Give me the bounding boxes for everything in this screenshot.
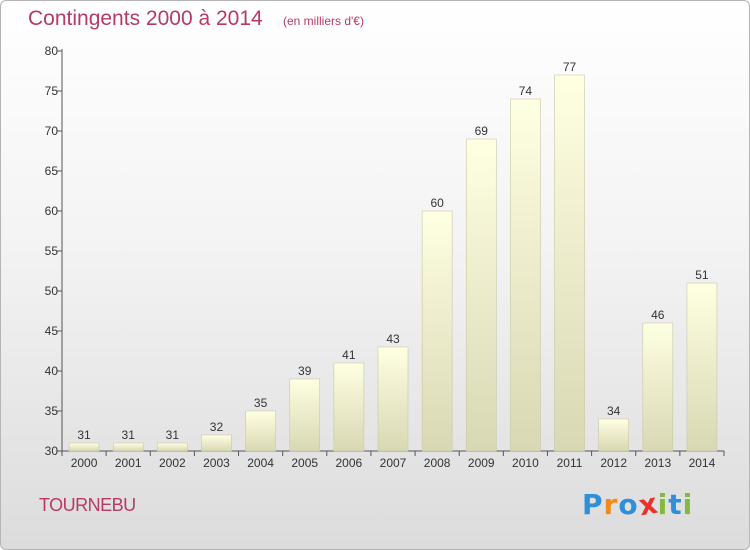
x-tick-label-2011: 2011 — [557, 456, 583, 470]
y-tick-label: 40 — [45, 364, 59, 378]
y-tick-label: 70 — [45, 124, 59, 138]
data-labels: 31 31 31 32 35 39 41 43 60 69 74 77 34 46 51 — [77, 60, 709, 442]
data-label-2012: 34 — [607, 404, 621, 418]
data-label-2006: 41 — [342, 348, 356, 362]
logo-letter: i — [657, 488, 669, 521]
data-label-2014: 51 — [695, 268, 709, 282]
x-tick-label-2006: 2006 — [336, 456, 363, 470]
bar-2001 — [112, 442, 144, 452]
x-axis: 2000 2001 2002 2003 2004 2005 2006 2007 2008 2009… — [61, 450, 725, 470]
y-tick-label: 80 — [45, 44, 59, 58]
data-label-2008: 60 — [430, 196, 444, 210]
bars — [68, 74, 718, 452]
logo-letter: i — [682, 488, 694, 521]
x-tick-label-2013: 2013 — [644, 456, 671, 470]
data-label-2002: 31 — [166, 428, 180, 442]
x-tick-label-2007: 2007 — [380, 456, 407, 470]
bar-2010 — [510, 98, 541, 452]
y-tick-label: 35 — [45, 404, 59, 418]
y-tick-label: 45 — [45, 324, 59, 338]
data-label-2007: 43 — [386, 332, 400, 346]
x-tick-label-2000: 2000 — [71, 456, 98, 470]
bar-2005 — [289, 378, 321, 452]
data-label-2011: 77 — [563, 60, 577, 74]
bar-2008 — [421, 210, 453, 452]
x-tick-label-2010: 2010 — [512, 456, 539, 470]
y-tick-label: 65 — [45, 164, 59, 178]
data-label-2004: 35 — [254, 396, 268, 410]
x-tick-label-2014: 2014 — [689, 456, 716, 470]
proxiti-logo[interactable]: Proxiti — [582, 487, 694, 523]
y-tick-label: 50 — [45, 284, 59, 298]
chart-subtitle: (en milliers d'€) — [283, 14, 364, 28]
data-label-2001: 31 — [122, 428, 136, 442]
logo-letter: P — [582, 488, 604, 521]
bar-2004 — [245, 410, 276, 452]
bar-2009 — [465, 138, 497, 452]
bar-2006 — [333, 362, 365, 452]
bar-2003 — [201, 434, 232, 452]
x-tick-label-2012: 2012 — [600, 456, 627, 470]
x-tick-label-2005: 2005 — [291, 456, 318, 470]
x-tick-label-2009: 2009 — [468, 456, 495, 470]
logo-letter: r — [603, 488, 619, 521]
data-label-2003: 32 — [210, 420, 224, 434]
bar-2012 — [598, 418, 629, 452]
x-tick-label-2008: 2008 — [424, 456, 451, 470]
bar-2007 — [377, 346, 409, 452]
bar-2011 — [554, 74, 585, 452]
data-label-2010: 74 — [519, 84, 533, 98]
place-name: TOURNEBU — [39, 495, 136, 515]
y-tick-label: 60 — [45, 204, 59, 218]
x-tick-label-2001: 2001 — [115, 456, 142, 470]
bar-2014 — [686, 282, 718, 452]
data-label-2005: 39 — [298, 364, 312, 378]
bar-2000 — [68, 442, 100, 452]
x-tick-label-2002: 2002 — [159, 456, 186, 470]
data-label-2009: 69 — [475, 124, 489, 138]
y-tick-label: 30 — [45, 444, 59, 458]
chart-title: Contingents 2000 à 2014 — [28, 7, 263, 30]
data-label-2013: 46 — [651, 308, 665, 322]
y-tick-label: 55 — [45, 244, 59, 258]
logo-letter: o — [618, 488, 639, 521]
logo-letter: t — [668, 488, 683, 521]
y-axis: 30 35 40 45 50 55 60 65 70 75 80 — [45, 44, 63, 458]
bar-2002 — [157, 442, 188, 452]
x-tick-label-2003: 2003 — [203, 456, 230, 470]
bar-2013 — [642, 322, 674, 452]
x-tick-label-2004: 2004 — [247, 456, 274, 470]
data-label-2000: 31 — [77, 428, 91, 442]
y-tick-label: 75 — [45, 84, 59, 98]
